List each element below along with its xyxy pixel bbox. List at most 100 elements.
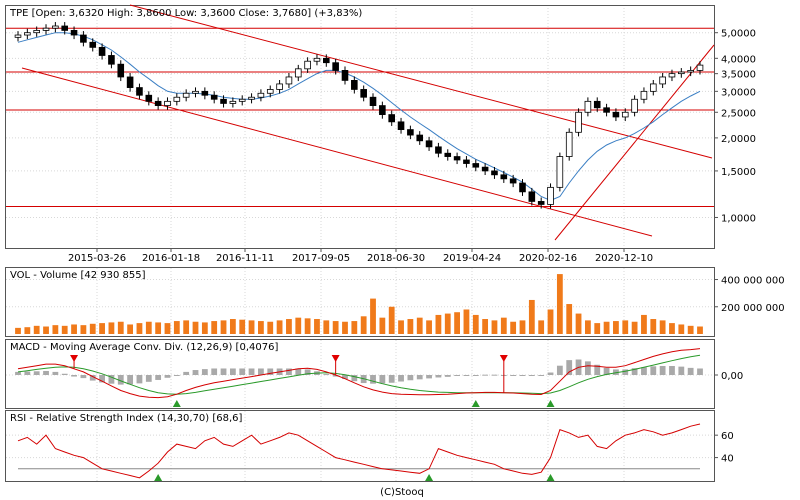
candle <box>341 66 349 85</box>
volume-bar <box>61 325 68 334</box>
candle <box>575 108 582 137</box>
candle <box>547 183 554 209</box>
rsi-buy-marker <box>546 474 555 481</box>
macd-histogram-bar <box>454 375 460 376</box>
candle-body <box>126 76 134 88</box>
macd-histogram-bar <box>43 370 49 375</box>
candle-body <box>351 80 358 90</box>
candle-body <box>182 92 190 98</box>
macd-histogram-bar <box>538 375 545 376</box>
volume-bar <box>388 306 395 334</box>
candle-body <box>117 63 125 78</box>
candle <box>52 22 59 33</box>
candle <box>537 197 545 209</box>
macd-histogram-bar <box>697 368 703 375</box>
volume-bar <box>622 320 629 334</box>
buy-signal-marker <box>546 400 555 407</box>
candle <box>98 43 106 60</box>
price-x-tick-label: 2020-02-16 <box>519 253 577 264</box>
macd-histogram-bar <box>192 370 199 375</box>
volume-bar <box>304 318 311 334</box>
macd-histogram-bar <box>220 368 227 375</box>
candle-body <box>14 34 22 38</box>
candle-body <box>584 100 592 113</box>
macd-histogram-bar <box>510 375 517 376</box>
volume-bar <box>510 321 517 334</box>
macd-histogram-bar <box>566 360 573 375</box>
macd-histogram-bar <box>650 366 657 375</box>
candle <box>220 95 227 108</box>
price-x-tick-label: 2016-01-18 <box>142 253 200 264</box>
volume-bar <box>108 322 115 334</box>
candle <box>294 64 302 82</box>
candle <box>173 93 181 106</box>
macd-histogram-bar <box>398 375 404 382</box>
candle-body <box>519 182 526 193</box>
candle-body <box>80 34 87 43</box>
macd-y-ticks: 0,00 <box>714 371 743 382</box>
macd-y-tick-label: 0,00 <box>721 371 743 382</box>
buy-signal-marker <box>172 400 181 407</box>
candle-body <box>33 30 40 34</box>
volume-bar <box>342 321 348 334</box>
candle <box>42 24 50 35</box>
trend-line-rising <box>554 44 715 241</box>
volume-bar <box>687 325 694 334</box>
macd-histogram-bar <box>173 375 180 376</box>
rsi-line <box>17 423 701 479</box>
candle <box>631 95 638 117</box>
volume-bar <box>52 325 59 334</box>
volume-y-ticks: 400 000 000 200 000 000 <box>714 276 785 314</box>
candle-body <box>631 98 638 113</box>
sell-signal-marker <box>499 355 508 362</box>
volume-bar <box>99 323 105 334</box>
volume-bar <box>145 321 152 334</box>
volume-bar <box>71 324 77 334</box>
candle-body <box>360 89 367 98</box>
candle-body <box>453 156 461 161</box>
candle <box>407 125 414 140</box>
trend-lines <box>21 4 715 241</box>
candle-body <box>341 70 349 81</box>
price-panel-frame <box>5 5 715 249</box>
candle <box>509 174 517 188</box>
price-x-tick-label: 2017-09-05 <box>292 253 350 264</box>
candle <box>453 152 461 165</box>
macd-histogram-bar <box>61 373 68 375</box>
candle <box>649 79 657 96</box>
candle <box>640 87 648 104</box>
volume-bar <box>80 325 87 334</box>
candle-body <box>575 111 582 133</box>
macd-histogram-bar <box>24 371 31 375</box>
price-y-tick-label: 1,5000 <box>721 167 756 178</box>
macd-series <box>15 348 703 407</box>
macd-histogram-bar <box>211 368 218 375</box>
candle-body <box>220 98 227 104</box>
candle-body <box>416 134 424 142</box>
candle <box>248 93 255 104</box>
macd-histogram-bar <box>482 374 489 376</box>
sell-signal-marker <box>331 355 340 362</box>
volume-bar <box>248 320 255 334</box>
candle-body <box>603 107 610 113</box>
candle <box>397 117 405 134</box>
macd-histogram-bar <box>556 365 563 375</box>
price-x-tick-label: 2015-03-26 <box>68 253 126 264</box>
macd-histogram-bar <box>426 375 432 379</box>
candle <box>696 61 704 75</box>
candle <box>463 156 470 168</box>
candle <box>500 170 508 183</box>
candle <box>519 179 526 196</box>
volume-y-tick-label: 400 000 000 <box>721 276 785 287</box>
candle <box>323 54 330 67</box>
candle-body <box>528 191 536 202</box>
candle <box>416 131 424 145</box>
candle-body <box>556 156 564 188</box>
macd-histogram-bar <box>80 375 87 379</box>
volume-bar <box>566 304 573 334</box>
candle-body <box>61 25 69 31</box>
volume-bar <box>267 321 274 334</box>
candle-body <box>435 146 442 154</box>
candle-body <box>276 83 283 90</box>
volume-bar <box>482 319 489 334</box>
